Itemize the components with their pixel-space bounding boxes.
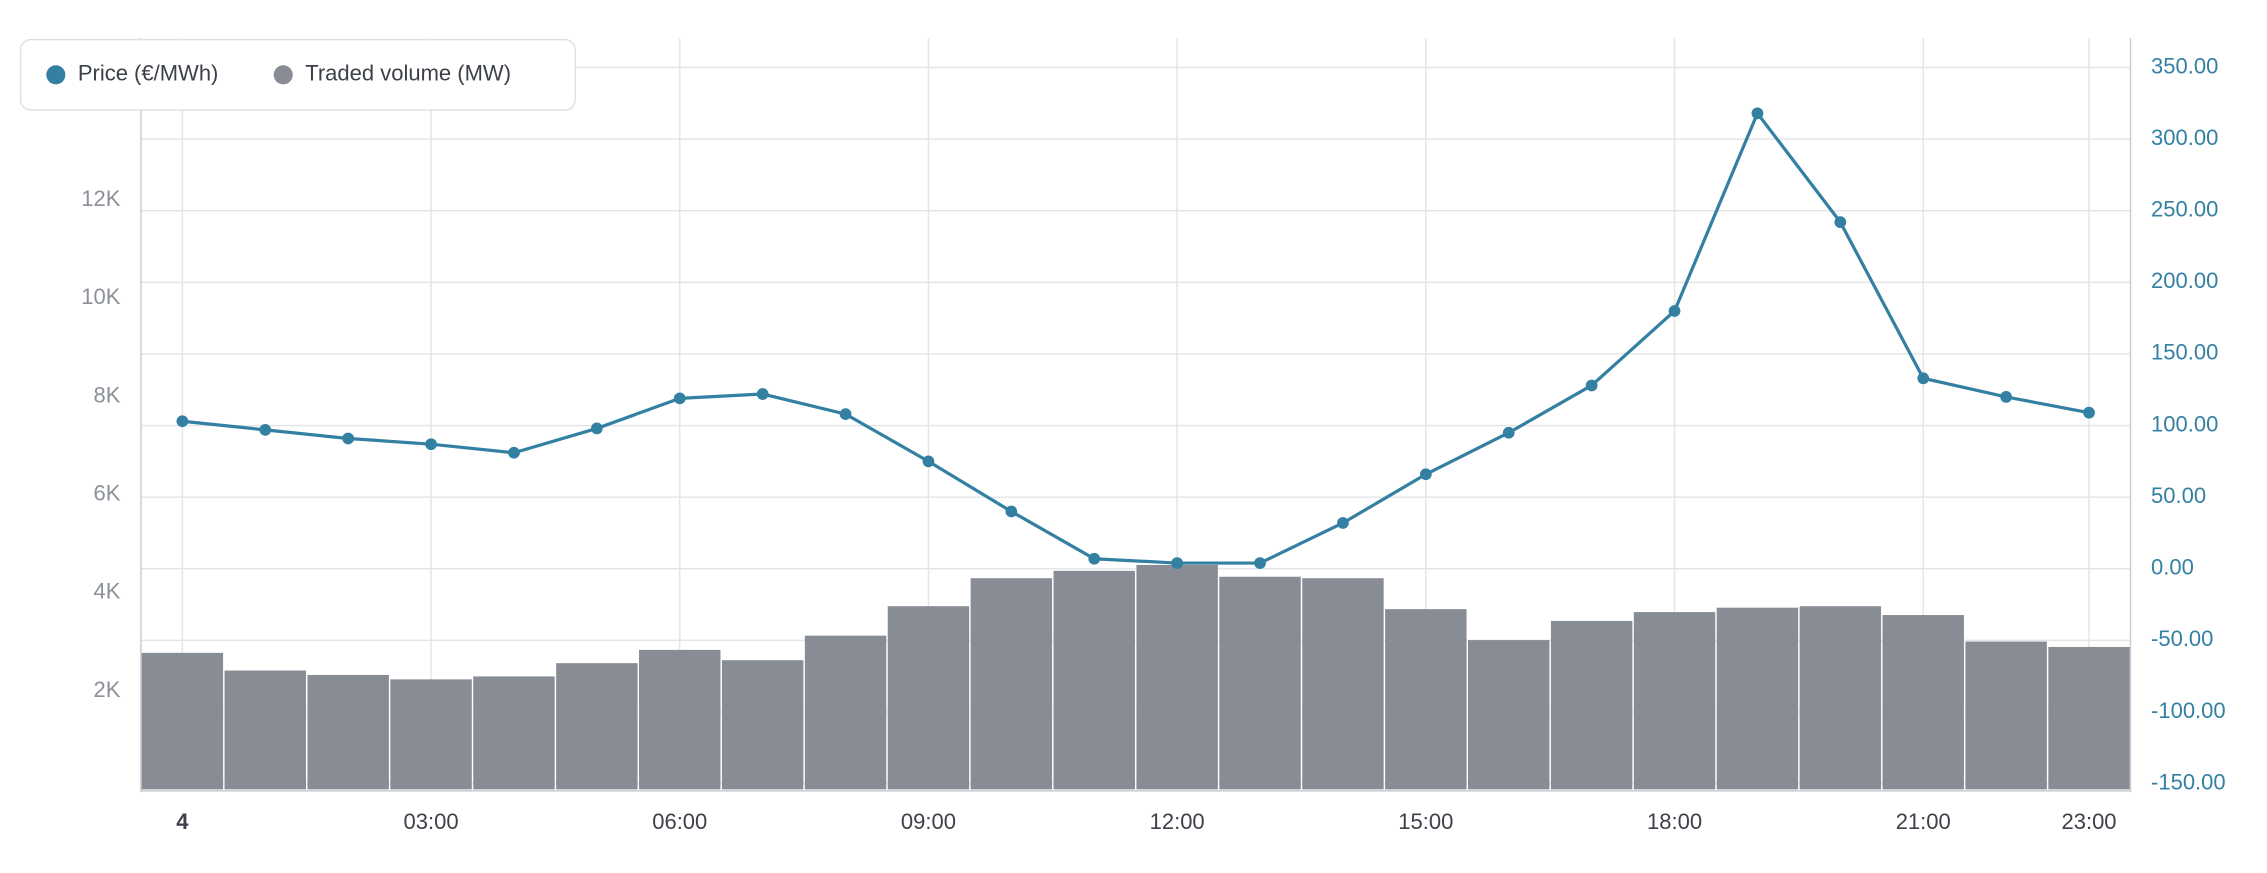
y-tick-label: 6K	[93, 481, 120, 506]
price-point	[508, 446, 520, 459]
price-point	[1005, 505, 1018, 518]
bar	[1053, 570, 1135, 790]
price-point	[1834, 216, 1847, 229]
price-point	[425, 438, 437, 451]
x-tick-label: 21:00	[1896, 809, 1951, 834]
y2-tick-label: -150.00	[2151, 769, 2226, 794]
price-point	[1668, 305, 1681, 317]
bar	[390, 679, 472, 790]
price-point	[2000, 391, 2013, 403]
price-point	[259, 423, 272, 436]
y-tick-label: 12K	[81, 186, 120, 211]
lines	[176, 107, 2095, 569]
bar	[1716, 607, 1799, 790]
bar	[224, 670, 306, 790]
bar	[1882, 615, 1964, 790]
y2-tick-label: -100.00	[2151, 698, 2226, 723]
y2-tick-label: 150.00	[2151, 340, 2218, 365]
x-tick-label: 23:00	[2062, 809, 2117, 834]
price-point	[1088, 552, 1101, 565]
bar	[1302, 578, 1384, 790]
x-tick-label: 15:00	[1398, 809, 1453, 834]
bar	[1799, 606, 1882, 790]
bar	[307, 674, 389, 790]
y2-tick-label: 200.00	[2151, 268, 2218, 293]
x-tick-label: 09:00	[901, 809, 956, 834]
labels: 350.00 300.00 250.00 200.00 150.00 100.00 50.0…	[81, 53, 2225, 834]
x-tick-label: 18:00	[1647, 809, 1702, 834]
bar	[887, 606, 970, 790]
price-point	[673, 392, 686, 405]
bar	[1136, 564, 1218, 790]
y-tick-label: 8K	[93, 382, 120, 407]
price-point	[1751, 107, 1764, 120]
price-point	[922, 455, 935, 468]
x-tick-label: 4	[176, 809, 189, 834]
price-point	[342, 432, 355, 445]
price-point	[1585, 379, 1598, 392]
price-point	[1502, 426, 1515, 439]
y2-tick-label: 250.00	[2151, 197, 2218, 222]
x-tick-label: 12:00	[1150, 809, 1205, 834]
bar	[1385, 609, 1467, 790]
legend: Price (€/MWh) Traded volume (MW)	[19, 38, 576, 111]
bar	[1633, 612, 1716, 790]
price-point	[176, 415, 189, 428]
bar	[1219, 576, 1301, 790]
y-tick-label: 4K	[93, 579, 120, 604]
y-tick-label: 2K	[93, 677, 120, 702]
bar	[1965, 641, 2047, 790]
price-point	[756, 388, 769, 400]
bar	[1550, 620, 1633, 790]
price-point	[1337, 517, 1349, 529]
bar	[473, 676, 555, 790]
bar	[804, 635, 887, 790]
x-tick-label: 06:00	[652, 809, 707, 834]
legend-swatch	[273, 65, 293, 85]
price-point	[1917, 372, 1930, 385]
legend-label: Price (€/MWh)	[78, 61, 219, 86]
y2-tick-label: 0.00	[2151, 555, 2194, 580]
price-point	[2083, 406, 2095, 419]
y2-tick-label: -50.00	[2151, 626, 2213, 651]
bar	[141, 652, 224, 790]
bars	[141, 564, 2130, 790]
y2-tick-label: 100.00	[2151, 411, 2218, 436]
price-point	[1171, 557, 1184, 569]
y-tick-label: 10K	[81, 284, 120, 309]
price-point	[839, 408, 852, 420]
legend-swatch	[46, 65, 66, 85]
price-line	[182, 110, 2090, 565]
y2-tick-label: 300.00	[2151, 125, 2218, 150]
y2-tick-label: 350.00	[2151, 53, 2218, 78]
price-point	[590, 422, 603, 435]
bar	[639, 649, 721, 790]
bar	[1468, 640, 1550, 790]
x-tick-label: 03:00	[404, 809, 459, 834]
bar	[2048, 646, 2130, 790]
bar	[556, 663, 638, 790]
bar	[970, 578, 1053, 790]
legend-label: Traded volume (MW)	[305, 61, 511, 86]
price-point	[1254, 557, 1266, 569]
legend-box	[19, 38, 576, 111]
y2-tick-label: 50.00	[2151, 483, 2206, 508]
bar	[721, 660, 804, 790]
price-point	[1419, 468, 1432, 481]
